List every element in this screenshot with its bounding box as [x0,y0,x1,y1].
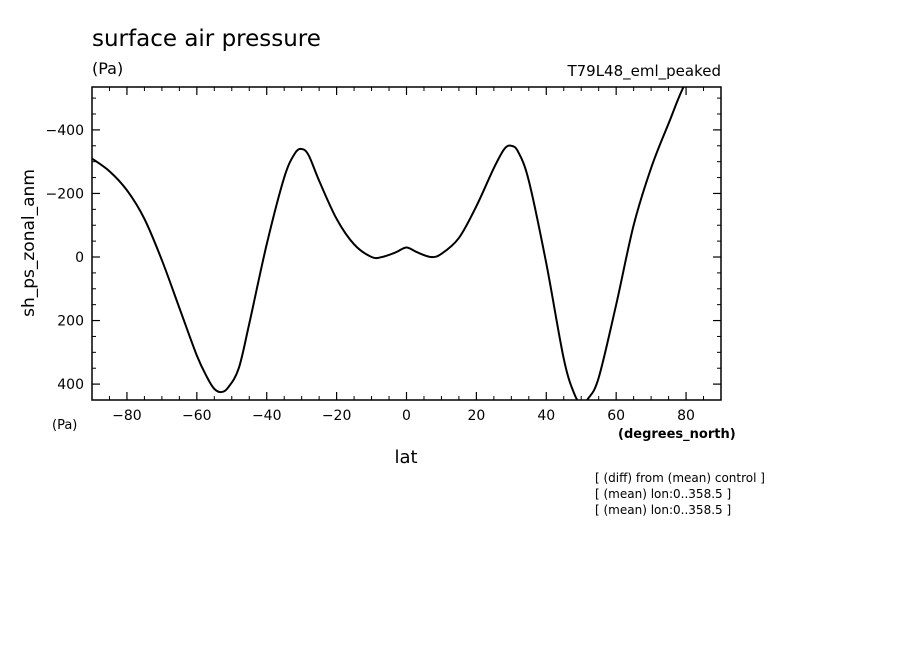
annotation-mean-lon-1: [ (mean) lon:0..358.5 ] [595,487,731,501]
x-tick-label: 20 [467,408,485,424]
run-label: T79L48_eml_peaked [566,62,721,81]
x-tick-label: −40 [252,408,282,424]
axis-ticks [91,87,722,401]
x-axis-label: lat [394,447,417,468]
x-tick-label: 40 [537,408,555,424]
y-axis-units: (Pa) [52,418,77,433]
y-tick-label: −200 [46,186,84,202]
y-tick-label: 200 [57,314,84,330]
x-tick-label: −80 [112,408,142,424]
y-axis-label: sh_ps_zonal_anm [19,169,39,317]
x-tick-labels: −80 −60 −40 −20 0 20 40 60 80 [112,408,695,424]
annotation-diff: [ (diff) from (mean) control ] [595,471,765,485]
chart-units-label: (Pa) [92,59,123,78]
series-line [92,87,685,400]
x-tick-label: −20 [322,408,352,424]
x-tick-label: 60 [607,408,625,424]
chart-title: surface air pressure [92,26,321,52]
y-tick-label: −400 [46,123,84,139]
x-axis-units: (degrees_north) [618,427,736,442]
x-tick-label: −60 [182,408,212,424]
plot-frame [91,86,722,401]
y-tick-label: 400 [57,377,84,393]
y-tick-label: 0 [75,250,84,266]
x-tick-label: 0 [402,408,411,424]
x-tick-label: 80 [677,408,695,424]
annotation-mean-lon-2: [ (mean) lon:0..358.5 ] [595,503,731,517]
y-tick-labels: −400 −200 0 200 400 [46,123,84,393]
